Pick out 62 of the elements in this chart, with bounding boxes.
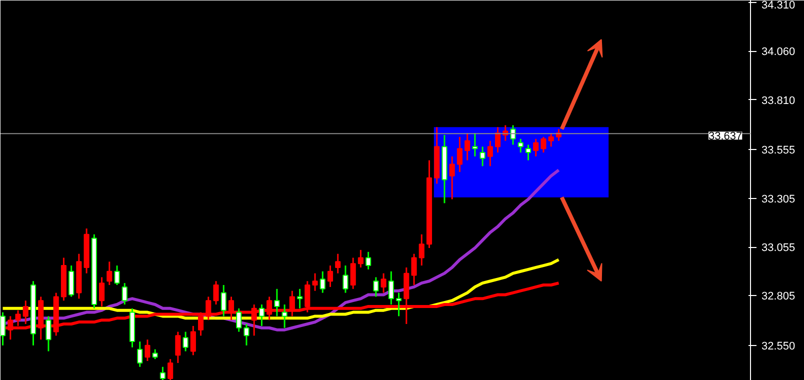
- candlestick: [350, 256, 356, 290]
- candlestick: [152, 348, 158, 360]
- candlestick: [258, 304, 264, 327]
- candlestick: [68, 264, 74, 298]
- candlestick: [366, 251, 372, 270]
- candlestick: [236, 308, 242, 333]
- y-tick-label: 33.305: [762, 193, 796, 206]
- y-tick-label: 32.550: [762, 340, 796, 352]
- candlestick: [487, 140, 493, 167]
- candlestick: [106, 260, 112, 286]
- candlestick: [137, 340, 143, 368]
- candlestick: [99, 276, 105, 308]
- y-tick-label: 33.555: [762, 144, 796, 157]
- candlestick: [335, 253, 341, 274]
- candlestick: [182, 331, 188, 352]
- candlestick: [213, 280, 219, 306]
- candlestick: [464, 132, 470, 162]
- candlestick: [228, 296, 234, 321]
- candlestick: [472, 132, 478, 158]
- y-tick-label: 33.810: [762, 94, 796, 107]
- y-tick-label: 32.805: [762, 290, 796, 303]
- candlestick: [540, 136, 546, 154]
- candlestick: [320, 270, 326, 294]
- candlestick: [244, 323, 250, 346]
- candlestick: [373, 276, 379, 298]
- candlestick: [327, 264, 334, 288]
- candlestick: [388, 270, 394, 306]
- candlestick: [274, 288, 280, 317]
- candlestick: [0, 312, 6, 346]
- candlestick: [122, 282, 128, 306]
- candlestick: [518, 138, 524, 154]
- candlestick: [342, 264, 348, 294]
- candlestick: [411, 253, 417, 286]
- candlestick: [114, 264, 120, 286]
- candlestick: [282, 304, 288, 329]
- candlestick: [548, 132, 554, 148]
- candlestick: [46, 315, 52, 352]
- y-tick-label: 33.055: [762, 242, 796, 254]
- candlestick: [206, 296, 212, 321]
- candlestick: [396, 292, 402, 317]
- candlestick: [289, 290, 295, 317]
- candlestick: [312, 272, 318, 292]
- candlestick: [358, 249, 364, 268]
- candlestick: [175, 331, 181, 364]
- candlestick: [418, 234, 424, 266]
- candlestick: [380, 272, 386, 294]
- candlestick: [510, 124, 516, 146]
- candlestick: [15, 310, 21, 327]
- candlestick: [456, 136, 462, 173]
- candlestick: [220, 284, 226, 317]
- candlestick: [495, 126, 501, 154]
- candlestick: [144, 338, 150, 362]
- y-tick-label: 34.310: [762, 0, 796, 12]
- candlestick: [297, 288, 303, 310]
- y-tick-label: 34.060: [762, 46, 796, 58]
- candlestick: [533, 138, 539, 158]
- candlestick: [266, 296, 272, 321]
- candlestick: [480, 146, 486, 167]
- candlestick: [22, 300, 28, 325]
- candlestick: [190, 325, 196, 356]
- candlestick: [449, 156, 455, 200]
- candlestick: [525, 144, 532, 162]
